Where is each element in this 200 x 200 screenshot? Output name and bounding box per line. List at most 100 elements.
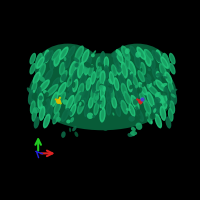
- Ellipse shape: [113, 56, 120, 69]
- Ellipse shape: [99, 108, 102, 111]
- Ellipse shape: [115, 79, 118, 89]
- Ellipse shape: [53, 49, 62, 67]
- Ellipse shape: [58, 92, 66, 104]
- Ellipse shape: [131, 47, 136, 56]
- Ellipse shape: [99, 85, 103, 89]
- Ellipse shape: [79, 92, 84, 96]
- Ellipse shape: [63, 110, 68, 120]
- Ellipse shape: [111, 96, 117, 109]
- Ellipse shape: [72, 82, 75, 88]
- Ellipse shape: [43, 98, 50, 113]
- Ellipse shape: [128, 71, 132, 82]
- Ellipse shape: [66, 84, 74, 99]
- Ellipse shape: [159, 63, 167, 78]
- Ellipse shape: [84, 103, 90, 117]
- Ellipse shape: [128, 81, 131, 90]
- Ellipse shape: [97, 100, 102, 105]
- Ellipse shape: [131, 127, 136, 131]
- Ellipse shape: [101, 87, 104, 97]
- Ellipse shape: [52, 94, 57, 105]
- Ellipse shape: [104, 56, 109, 69]
- Ellipse shape: [133, 99, 138, 105]
- Ellipse shape: [123, 91, 131, 105]
- Ellipse shape: [152, 105, 158, 119]
- Ellipse shape: [75, 93, 80, 103]
- Ellipse shape: [33, 110, 36, 120]
- Ellipse shape: [65, 95, 75, 110]
- Ellipse shape: [83, 67, 89, 73]
- Ellipse shape: [41, 81, 48, 90]
- Ellipse shape: [60, 70, 68, 83]
- Ellipse shape: [153, 71, 160, 82]
- Ellipse shape: [86, 77, 91, 91]
- Ellipse shape: [166, 100, 170, 105]
- Ellipse shape: [102, 86, 105, 89]
- Ellipse shape: [171, 93, 176, 98]
- Ellipse shape: [135, 115, 141, 121]
- Ellipse shape: [126, 108, 131, 111]
- Ellipse shape: [155, 98, 162, 113]
- Ellipse shape: [66, 56, 70, 66]
- Ellipse shape: [111, 52, 117, 58]
- Ellipse shape: [120, 99, 124, 109]
- Ellipse shape: [132, 74, 139, 88]
- Ellipse shape: [69, 61, 77, 77]
- Ellipse shape: [135, 108, 144, 122]
- Ellipse shape: [97, 58, 100, 67]
- Ellipse shape: [31, 81, 37, 93]
- Ellipse shape: [60, 93, 65, 102]
- Ellipse shape: [136, 123, 142, 130]
- Ellipse shape: [31, 55, 35, 63]
- Ellipse shape: [147, 73, 152, 80]
- Ellipse shape: [67, 45, 76, 58]
- Ellipse shape: [120, 74, 124, 85]
- Ellipse shape: [61, 108, 70, 122]
- Ellipse shape: [118, 72, 126, 87]
- Ellipse shape: [29, 53, 176, 130]
- Ellipse shape: [72, 69, 79, 84]
- Ellipse shape: [29, 53, 36, 65]
- Ellipse shape: [161, 108, 165, 119]
- Ellipse shape: [102, 123, 109, 131]
- Ellipse shape: [93, 102, 99, 116]
- Ellipse shape: [84, 62, 91, 68]
- Ellipse shape: [95, 91, 99, 94]
- Ellipse shape: [135, 51, 141, 58]
- Ellipse shape: [160, 92, 167, 96]
- Ellipse shape: [146, 79, 152, 86]
- Ellipse shape: [125, 56, 130, 69]
- Ellipse shape: [138, 82, 148, 96]
- Ellipse shape: [74, 91, 82, 105]
- Ellipse shape: [163, 95, 166, 107]
- Ellipse shape: [45, 100, 49, 111]
- Ellipse shape: [44, 116, 49, 126]
- Ellipse shape: [61, 74, 67, 81]
- Ellipse shape: [135, 85, 138, 88]
- Ellipse shape: [145, 77, 153, 88]
- Ellipse shape: [105, 58, 108, 67]
- Ellipse shape: [74, 45, 84, 61]
- Ellipse shape: [167, 118, 170, 127]
- Ellipse shape: [99, 95, 106, 110]
- Ellipse shape: [27, 87, 32, 94]
- Ellipse shape: [31, 102, 34, 112]
- Ellipse shape: [169, 110, 172, 120]
- Ellipse shape: [160, 56, 169, 69]
- Ellipse shape: [126, 58, 129, 67]
- Ellipse shape: [153, 81, 156, 86]
- Ellipse shape: [170, 90, 177, 105]
- Ellipse shape: [133, 87, 137, 97]
- Ellipse shape: [115, 49, 124, 64]
- Ellipse shape: [150, 113, 156, 120]
- Ellipse shape: [35, 44, 101, 94]
- Ellipse shape: [106, 102, 111, 116]
- Ellipse shape: [117, 51, 122, 56]
- Ellipse shape: [75, 56, 80, 69]
- Ellipse shape: [77, 62, 85, 79]
- Ellipse shape: [144, 49, 154, 61]
- Ellipse shape: [53, 51, 59, 59]
- Ellipse shape: [107, 96, 110, 100]
- Ellipse shape: [102, 86, 106, 92]
- Ellipse shape: [133, 76, 137, 86]
- Ellipse shape: [97, 67, 100, 76]
